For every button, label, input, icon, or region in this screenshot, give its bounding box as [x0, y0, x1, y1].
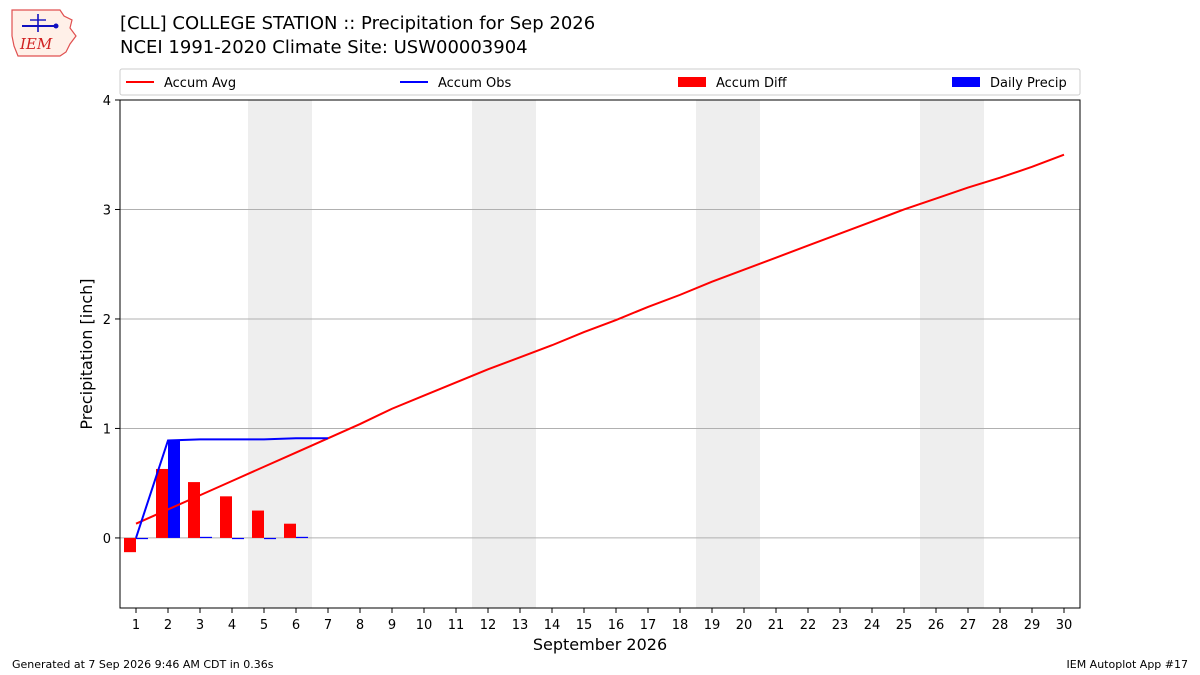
x-tick-label: 26: [928, 618, 945, 633]
x-tick-label: 12: [480, 618, 497, 633]
legend-label: Accum Diff: [716, 76, 788, 91]
accum-diff-bar: [156, 468, 168, 538]
accum-diff-bar: [284, 523, 296, 538]
y-tick-label: 1: [103, 422, 111, 437]
daily-precip-bar: [296, 536, 308, 539]
x-tick-label: 27: [960, 618, 977, 633]
y-tick-label: 4: [103, 94, 111, 109]
x-tick-label: 9: [388, 618, 396, 633]
x-tick-label: 28: [992, 618, 1009, 633]
generated-timestamp: Generated at 7 Sep 2026 9:46 AM CDT in 0…: [12, 658, 274, 671]
app-label: IEM Autoplot App #17: [1066, 658, 1189, 671]
accum-diff-bar: [220, 496, 232, 538]
legend: Accum Avg Accum Obs Accum Diff Daily Precip: [119, 68, 1081, 96]
chart-title: [CLL] COLLEGE STATION :: Precipitation f…: [120, 13, 596, 34]
legend-label: Accum Obs: [438, 76, 511, 91]
weekend-band: [920, 100, 984, 608]
accum-avg-line: [135, 153, 1065, 525]
daily-precip-bar: [136, 537, 148, 540]
bar-series: [124, 440, 308, 553]
x-tick-label: 2: [164, 618, 172, 633]
y-tick-label: 0: [103, 532, 111, 547]
x-tick-label: 17: [640, 618, 657, 633]
legend-label: Daily Precip: [990, 76, 1067, 91]
x-tick-label: 13: [512, 618, 529, 633]
x-tick-label: 20: [736, 618, 753, 633]
x-tick-label: 25: [896, 618, 913, 633]
x-tick-label: 15: [576, 618, 593, 633]
daily-precip-bar: [168, 440, 180, 538]
x-axis-label: September 2026: [533, 635, 667, 654]
daily-precip-bar: [264, 537, 276, 540]
x-tick-label: 30: [1056, 618, 1073, 633]
plot-frame: [119, 99, 1081, 609]
x-tick-label: 21: [768, 618, 785, 633]
x-tick-label: 16: [608, 618, 625, 633]
y-tick-label: 2: [103, 313, 111, 328]
chart-subtitle: NCEI 1991-2020 Climate Site: USW00003904: [120, 37, 528, 58]
x-tick-label: 4: [228, 618, 236, 633]
weekend-band: [696, 100, 760, 608]
legend-label: Accum Avg: [164, 76, 236, 91]
legend-swatch: [678, 77, 706, 87]
y-tick-label: 3: [103, 203, 111, 218]
logo-text: IEM: [19, 35, 53, 53]
legend-swatch: [952, 77, 980, 87]
accum-diff-bar: [252, 510, 264, 538]
x-tick-label: 10: [416, 618, 433, 633]
x-tick-label: 11: [448, 618, 465, 633]
weekend-band: [472, 100, 536, 608]
line-series: [135, 153, 1065, 539]
x-tick-label: 14: [544, 618, 561, 633]
x-tick-label: 19: [704, 618, 721, 633]
weekend-bands: [248, 100, 984, 608]
accum-diff-bar: [188, 482, 200, 538]
y-axis-label: Precipitation [inch]: [77, 278, 96, 429]
x-tick-label: 6: [292, 618, 300, 633]
x-tick-label: 3: [196, 618, 204, 633]
x-tick-label: 18: [672, 618, 689, 633]
x-tick-label: 24: [864, 618, 881, 633]
x-tick-label: 23: [832, 618, 849, 633]
daily-precip-bar: [232, 537, 244, 540]
legend-box: [119, 68, 1081, 96]
x-axis-ticks: 1 2 3 4 5 6 7 8 9 10 11 12 13 14 15 16 17 18 19 20 21 22 23 24 2…: [132, 608, 1072, 633]
x-tick-label: 8: [356, 618, 364, 633]
iem-logo: IEM: [11, 9, 77, 57]
x-tick-label: 1: [132, 618, 140, 633]
accum-diff-bar: [124, 537, 136, 553]
x-tick-label: 7: [324, 618, 332, 633]
x-tick-label: 5: [260, 618, 268, 633]
daily-precip-bar: [200, 536, 212, 539]
x-tick-label: 22: [800, 618, 817, 633]
y-axis-ticks: 0 1 2 3 4: [103, 94, 120, 547]
accum-obs-line: [135, 437, 328, 539]
x-tick-label: 29: [1024, 618, 1041, 633]
